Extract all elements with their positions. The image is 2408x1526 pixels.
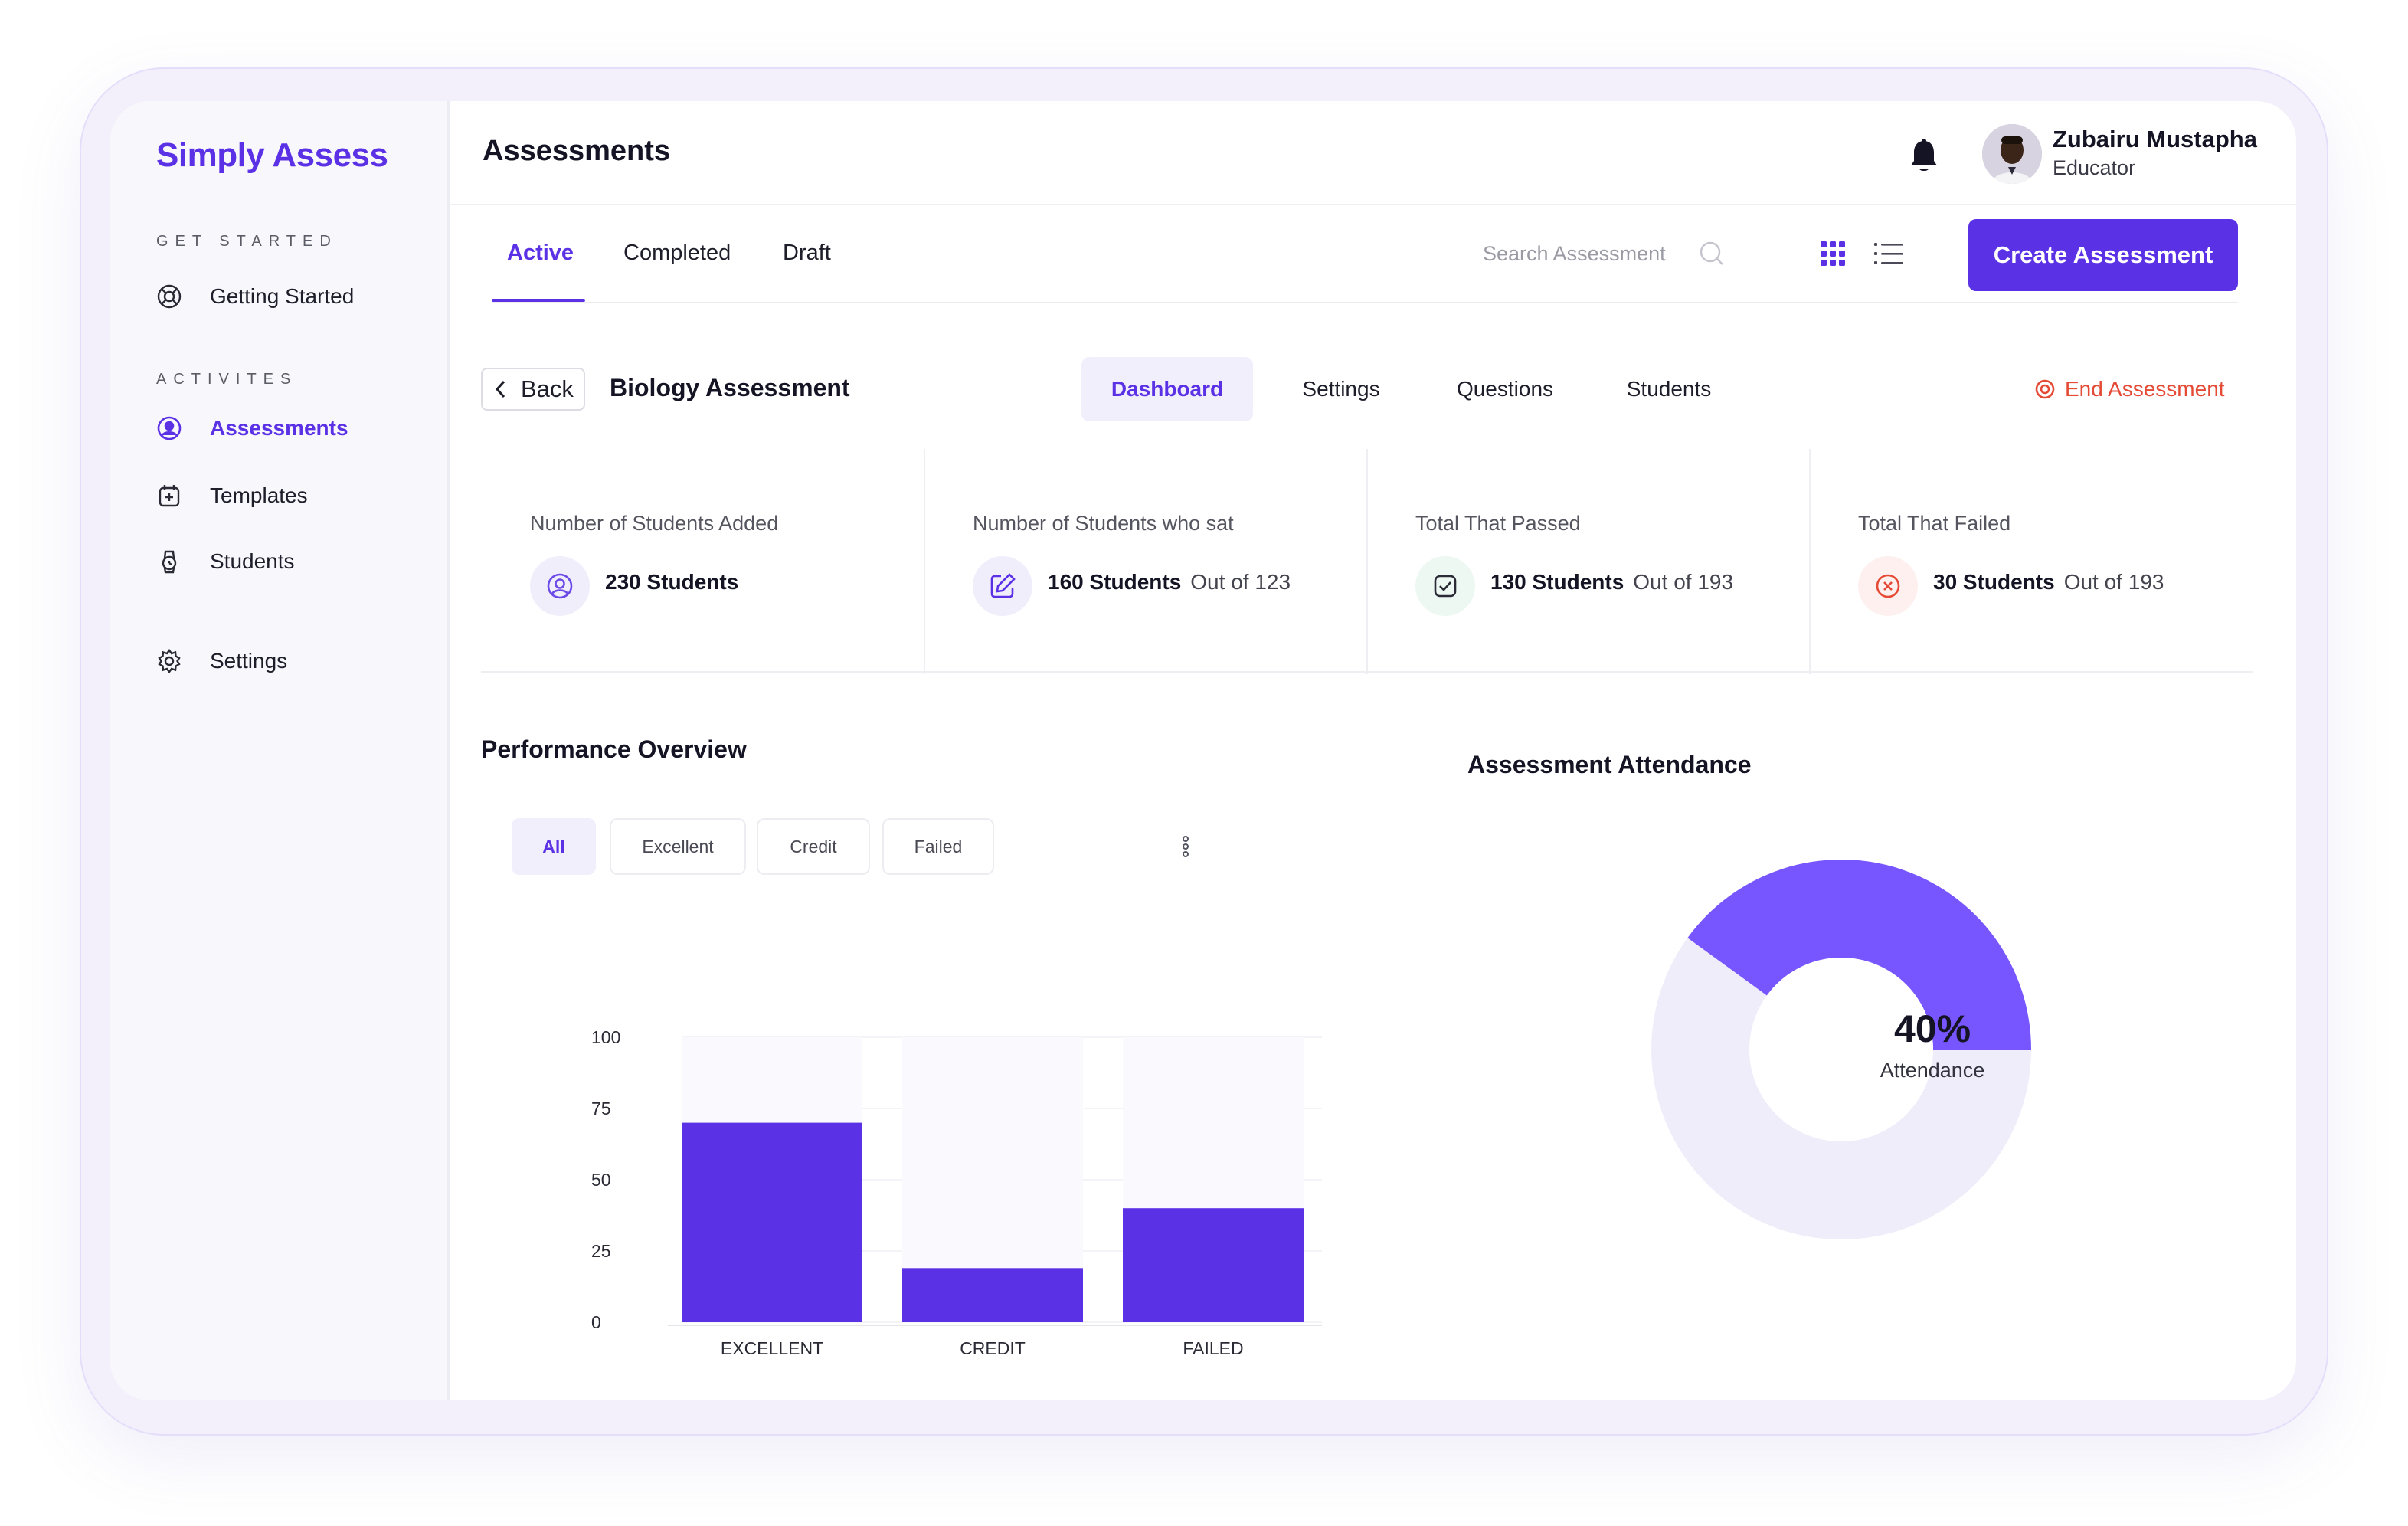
stat-value-students-sat: 160 Students Out of 123 [1048,570,1291,594]
y-tick-label: 50 [591,1170,611,1190]
subtab-questions[interactable]: Questions [1456,377,1554,401]
tabs-divider [492,302,2238,303]
stat-label-students-added: Number of Students Added [530,512,779,535]
y-tick-label: 100 [591,1027,620,1047]
tab-completed[interactable]: Completed [623,241,731,265]
user-role: Educator [2053,156,2136,179]
active-tab-indicator [492,299,585,302]
stat-divider [1366,449,1368,674]
target-icon [2035,379,2055,399]
y-tick-label: 75 [591,1099,611,1118]
sidebar-item-assessments[interactable]: Assessments [156,409,348,447]
lifebuoy-icon [156,283,182,309]
sidebar: Simply Assess GET STARTED Getting Starte… [110,101,450,1400]
avatar[interactable] [1982,124,2042,184]
filter-credit[interactable]: Credit [757,818,870,875]
sidebar-item-label: Templates [210,483,308,507]
filter-failed[interactable]: Failed [882,818,994,875]
sidebar-item-label: Assessments [210,416,348,440]
list-view-icon[interactable] [1873,241,1904,267]
more-options-icon[interactable] [1179,833,1192,860]
subtab-dashboard[interactable]: Dashboard [1081,357,1253,421]
performance-bar-chart: 0 25 50 75 100 EXCELLENT CREDIT FAILED [591,1027,1322,1358]
app-logo: Simply Assess [156,136,388,174]
stat-value-students-added: 230 Students [605,570,738,594]
page-title: Assessments [483,135,671,167]
sidebar-item-label: Settings [210,649,288,673]
filter-excellent[interactable]: Excellent [610,818,746,875]
sidebar-item-templates[interactable]: Templates [156,476,308,515]
section-label-activities: ACTIVITES [156,371,298,388]
back-label: Back [521,375,574,402]
stat-label-failed: Total That Failed [1858,512,2011,535]
watch-icon [156,549,182,575]
y-tick-label: 0 [591,1312,601,1332]
user-circle-icon [156,415,182,441]
stat-label-students-sat: Number of Students who sat [973,512,1234,535]
chevron-left-icon [495,380,505,398]
attendance-title: Assessment Attendance [1467,751,1752,778]
attendance-label: Attendance [1880,1059,1985,1082]
stat-divider [1809,449,1811,674]
app-screen: Simply Assess GET STARTED Getting Starte… [110,101,2296,1400]
bell-icon[interactable] [1907,138,1941,176]
tab-draft[interactable]: Draft [783,241,831,265]
bar [902,1268,1083,1322]
stats-divider [481,671,2253,673]
check-square-icon [1415,556,1475,616]
bar [1123,1208,1304,1322]
attendance-donut-chart [1651,860,2031,1239]
gear-icon [156,648,182,674]
stat-number: 230 Students [605,570,739,594]
stat-value-passed: 130 Students Out of 193 [1490,570,1733,594]
search-input[interactable] [1481,236,1683,271]
sidebar-item-settings[interactable]: Settings [156,642,287,680]
sidebar-item-getting-started[interactable]: Getting Started [156,277,354,316]
back-button[interactable]: Back [481,368,585,411]
stat-suffix: Out of 193 [2063,570,2164,594]
edit-icon [973,556,1032,616]
tab-active[interactable]: Active [507,241,574,265]
x-tick-label: EXCELLENT [721,1338,823,1358]
filter-all[interactable]: All [512,818,596,875]
section-label-get-started: GET STARTED [156,233,338,250]
subtab-students[interactable]: Students [1626,377,1712,401]
sidebar-item-label: Students [210,549,295,573]
calendar-plus-icon [156,483,182,509]
performance-title: Performance Overview [481,735,747,763]
sidebar-item-students[interactable]: Students [156,542,295,581]
stat-divider [924,449,925,674]
grid-view-icon[interactable] [1820,241,1846,267]
stat-value-failed: 30 Students Out of 193 [1933,570,2164,594]
stat-suffix: Out of 193 [1633,570,1734,594]
x-circle-icon [1858,556,1918,616]
create-assessment-button[interactable]: Create Assessment [1968,219,2238,291]
stat-number: 160 Students [1048,570,1182,594]
attendance-value: 40% [1893,1007,1971,1050]
x-tick-label: FAILED [1183,1338,1243,1358]
bar [682,1122,862,1322]
x-tick-label: CREDIT [960,1338,1026,1358]
user-circle-icon [530,556,590,616]
donut-hole [1749,958,1933,1141]
subtab-settings[interactable]: Settings [1302,377,1380,401]
stat-number: 130 Students [1490,570,1624,594]
stat-label-passed: Total That Passed [1415,512,1581,535]
end-assessment-label: End Assessment [2065,377,2225,401]
search-icon[interactable] [1697,239,1726,268]
stat-suffix: Out of 123 [1190,570,1291,594]
y-tick-label: 25 [591,1241,611,1261]
assessment-title: Biology Assessment [610,374,850,401]
sidebar-item-label: Getting Started [210,284,355,308]
stat-number: 30 Students [1933,570,2055,594]
donut-segment [1687,860,2031,1050]
end-assessment-button[interactable]: End Assessment [2034,377,2225,401]
header-divider [450,204,2296,205]
user-name: Zubairu Mustapha [2053,126,2257,152]
